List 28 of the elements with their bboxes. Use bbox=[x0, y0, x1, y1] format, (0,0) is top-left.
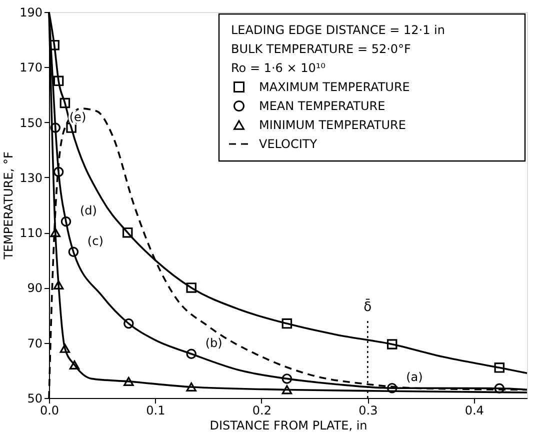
annotation: (a) bbox=[406, 370, 423, 384]
legend-label: VELOCITY bbox=[259, 137, 318, 151]
y-tick-label: 130 bbox=[20, 170, 42, 185]
ref-line-label: δ̄ bbox=[364, 298, 372, 315]
x-tick-label: 0.2 bbox=[252, 404, 272, 418]
y-axis-title: TEMPERATURE, °F bbox=[2, 152, 16, 260]
x-tick-label: 0.1 bbox=[146, 404, 166, 418]
annotation: (b) bbox=[205, 336, 222, 350]
annotation: Ro = 1·6 × 10¹⁰ bbox=[231, 61, 326, 75]
x-tick-label: 0.0 bbox=[40, 404, 60, 418]
annotation: BULK TEMPERATURE = 52·0°F bbox=[231, 42, 412, 56]
x-axis-title: DISTANCE FROM PLATE, in bbox=[210, 418, 368, 432]
annotation: (d) bbox=[80, 204, 97, 218]
annotation: (c) bbox=[87, 234, 104, 248]
x-tick-label: 0.4 bbox=[464, 404, 484, 418]
y-tick-label: 190 bbox=[20, 6, 42, 20]
y-tick-label: 90 bbox=[27, 281, 42, 296]
y-tick-label: 150 bbox=[20, 116, 42, 130]
y-tick-label: 70 bbox=[27, 336, 42, 350]
legend-label: MINIMUM TEMPERATURE bbox=[259, 118, 406, 132]
y-tick-label: 50 bbox=[27, 392, 42, 406]
annotation: LEADING EDGE DISTANCE = 12·1 in bbox=[231, 23, 445, 37]
y-tick-label: 170 bbox=[20, 60, 42, 75]
x-tick-label: 0.3 bbox=[358, 404, 378, 418]
annotation: (e) bbox=[69, 110, 86, 124]
legend-label: MEAN TEMPERATURE bbox=[259, 99, 386, 113]
y-tick-label: 110 bbox=[20, 226, 42, 240]
legend-label: MAXIMUM TEMPERATURE bbox=[259, 80, 410, 94]
